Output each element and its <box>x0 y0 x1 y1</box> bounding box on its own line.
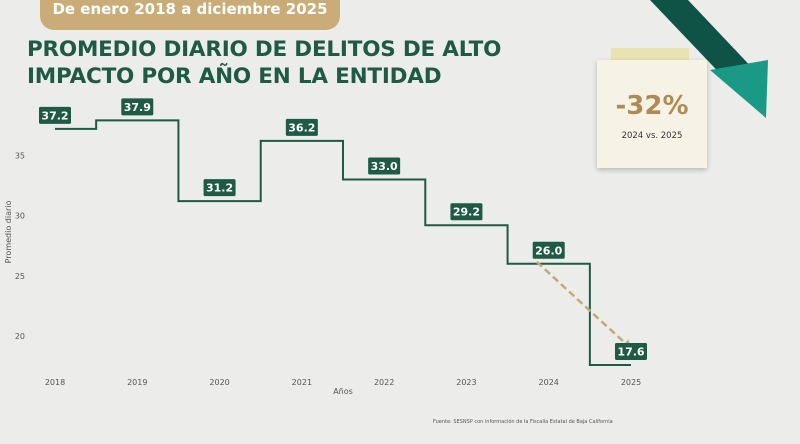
sticky-note <box>597 60 707 168</box>
x-tick-label: 2024 <box>539 378 559 387</box>
date-range-banner: De enero 2018 a diciembre 2025 <box>40 0 340 30</box>
percent-change-value: -32% <box>615 91 689 121</box>
value-label: 33.0 <box>371 160 398 173</box>
y-tick-label: 30 <box>15 212 25 221</box>
x-tick-label: 2025 <box>621 378 641 387</box>
x-tick-label: 2023 <box>456 378 476 387</box>
value-label: 31.2 <box>206 182 233 195</box>
value-label-box <box>368 157 401 175</box>
y-tick-label: 20 <box>15 332 25 341</box>
source-note: Fuente: SESNSP con información de la Fis… <box>433 419 613 425</box>
chart-title: PROMEDIO DIARIO DE DELITOS DE ALTO IMPAC… <box>27 36 501 90</box>
x-axis-title: Años <box>333 387 353 396</box>
step-series-line <box>55 119 631 366</box>
trend-down-arrow-icon <box>650 0 768 118</box>
value-label-box <box>203 179 236 197</box>
value-label-box <box>615 343 647 360</box>
value-label-box <box>532 241 565 259</box>
dashed-down-arrow-icon <box>535 260 626 344</box>
value-label: 37.9 <box>124 101 151 114</box>
value-label: 26.0 <box>535 244 562 257</box>
value-label: 37.2 <box>41 109 68 122</box>
percent-change-comparison: 2024 vs. 2025 <box>621 131 683 141</box>
value-label-box <box>39 106 71 124</box>
value-label-box <box>450 203 483 221</box>
date-range-text: De enero 2018 a diciembre 2025 <box>52 0 328 18</box>
x-tick-label: 2022 <box>374 378 394 387</box>
value-label-box <box>285 118 318 136</box>
x-tick-label: 2019 <box>127 378 147 387</box>
value-label-box <box>121 98 154 116</box>
y-axis-title: Promedio diario <box>4 201 13 264</box>
x-tick-label: 2021 <box>292 378 312 387</box>
x-tick-label: 2018 <box>45 378 65 387</box>
value-label: 29.2 <box>453 206 480 219</box>
y-tick-label: 25 <box>15 272 25 281</box>
value-label: 17.6 <box>617 346 644 359</box>
value-label: 36.2 <box>288 121 315 134</box>
y-tick-label: 35 <box>15 151 25 160</box>
chart-title-line1: PROMEDIO DIARIO DE DELITOS DE ALTO <box>27 37 502 62</box>
x-tick-label: 2020 <box>209 378 229 387</box>
chart-title-line2: IMPACTO POR AÑO EN LA ENTIDAD <box>27 64 442 89</box>
